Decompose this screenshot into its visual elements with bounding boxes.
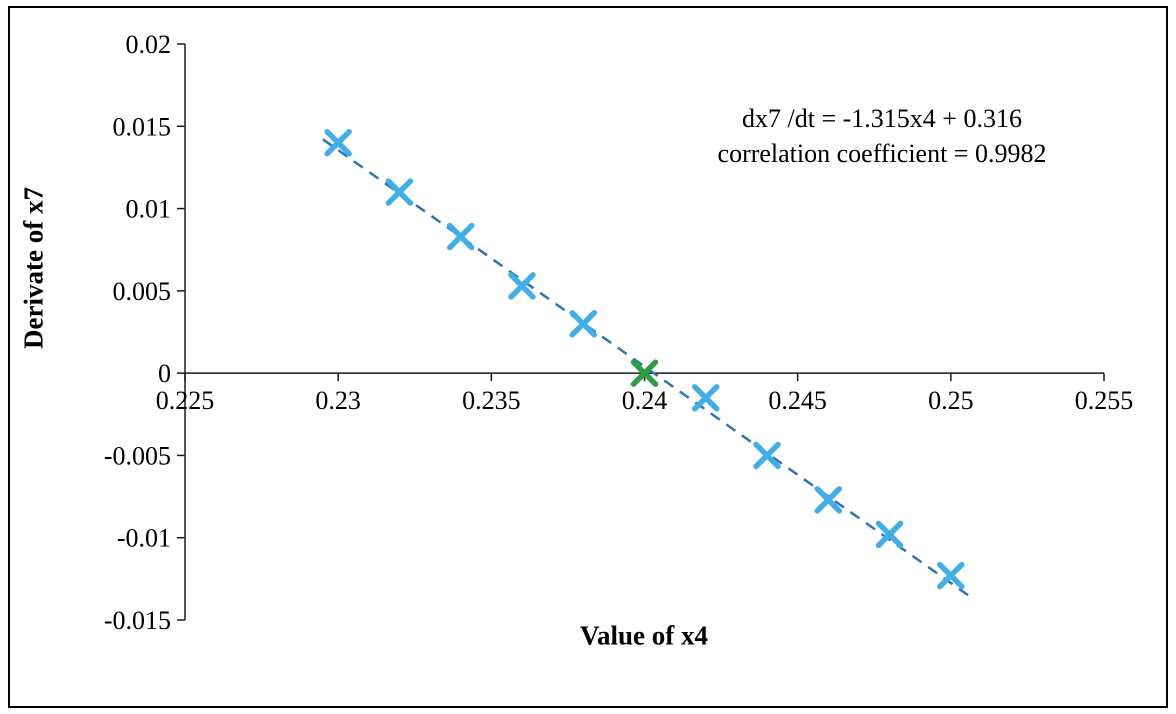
- y-axis-title: Derivate of x7: [18, 187, 49, 349]
- data-point-marker: [569, 310, 597, 338]
- x-tick-label: 0.235: [462, 386, 521, 415]
- x-tick-label: 0.23: [315, 386, 361, 415]
- data-point-marker: [937, 561, 965, 590]
- annotation-correlation: correlation coefficient = 0.9982: [717, 139, 1047, 168]
- data-point-marker: [324, 128, 352, 157]
- x-tick-label: 0.225: [156, 386, 215, 415]
- y-tick-label: 0.015: [113, 112, 172, 141]
- y-tick-label: -0.015: [104, 606, 171, 635]
- highlight-point-marker: [630, 359, 659, 387]
- data-point-marker: [753, 441, 781, 470]
- data-point-marker: [692, 384, 720, 412]
- x-tick-label: 0.25: [928, 386, 974, 415]
- x-tick-label: 0.24: [622, 386, 668, 415]
- x-tick-label: 0.255: [1075, 386, 1134, 415]
- chart-frame: [8, 6, 1168, 708]
- data-point-marker: [814, 486, 843, 514]
- trendline-annotation: dx7 /dt = -1.315x4 + 0.316 correlation c…: [718, 101, 1047, 171]
- data-point-marker: [385, 178, 414, 206]
- annotation-equation: dx7 /dt = -1.315x4 + 0.316: [742, 103, 1022, 133]
- y-tick-label: 0.01: [126, 195, 172, 224]
- y-tick-label: -0.01: [117, 524, 171, 553]
- y-tick-label: 0.02: [126, 30, 172, 59]
- y-tick-label: 0: [158, 359, 171, 388]
- data-point-marker: [875, 520, 904, 549]
- y-tick-label: -0.005: [104, 441, 171, 470]
- data-point-marker: [508, 272, 536, 300]
- x-axis-title: Value of x4: [579, 620, 709, 651]
- data-point-marker: [446, 222, 475, 251]
- y-tick-label: 0.005: [113, 277, 172, 306]
- x-tick-label: 0.245: [768, 386, 827, 415]
